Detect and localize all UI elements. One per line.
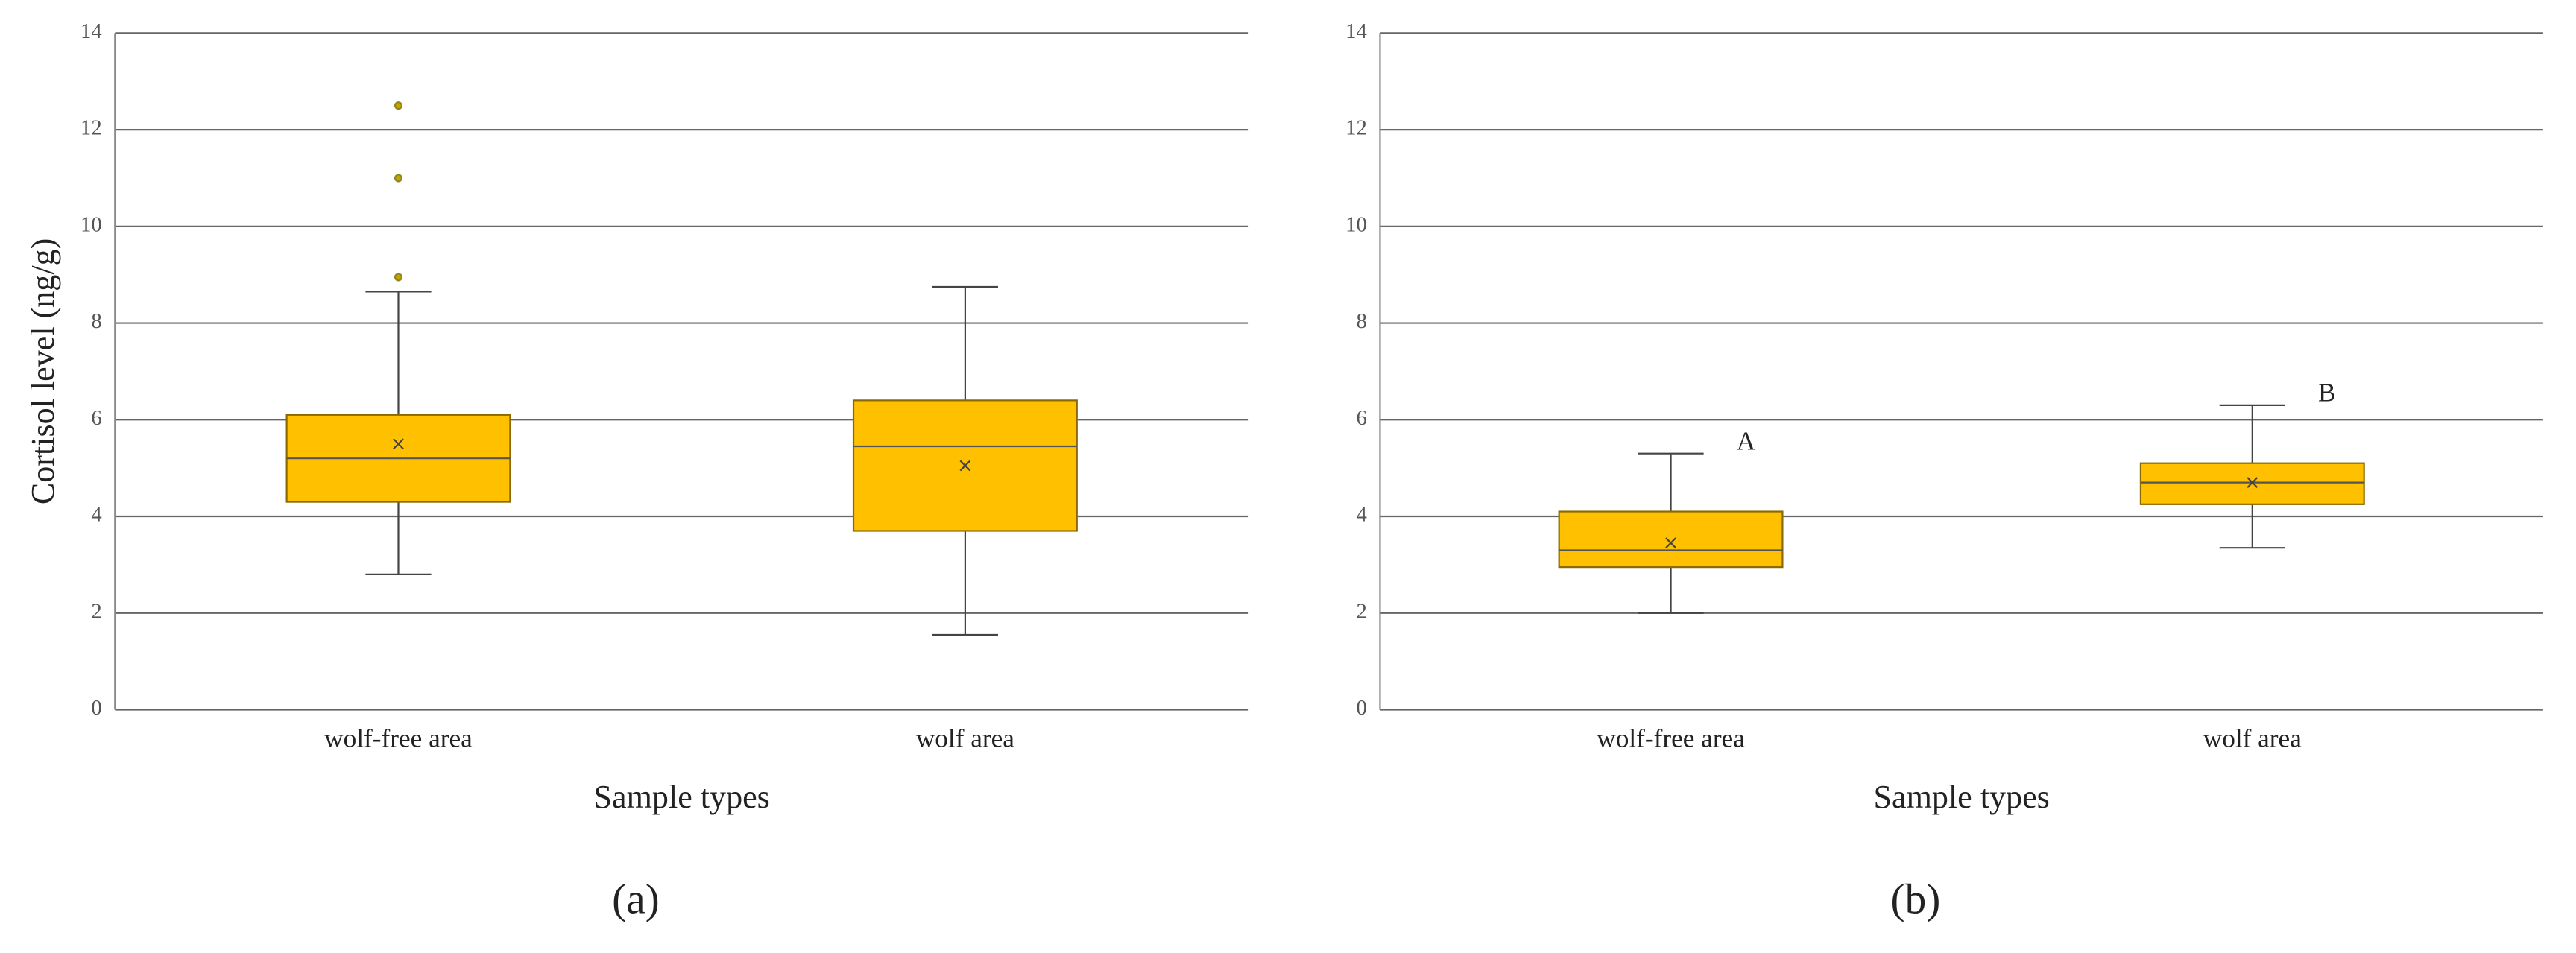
y-axis-label: Cortisol level (ng/g) — [25, 238, 61, 504]
y-tick-label: 6 — [91, 406, 101, 430]
y-tick-label: 8 — [91, 309, 101, 333]
x-tick-label: wolf-free area — [324, 724, 473, 753]
y-tick-label: 10 — [80, 212, 102, 236]
mean-marker — [1665, 537, 1676, 549]
mean-marker — [959, 460, 971, 472]
y-tick-label: 12 — [80, 116, 102, 140]
y-tick-label: 14 — [1345, 19, 1367, 43]
outlier — [394, 273, 402, 282]
mean-marker — [2247, 477, 2258, 489]
y-tick-label: 2 — [1356, 599, 1366, 623]
y-tick-label: 4 — [91, 503, 101, 527]
x-tick-label: wolf area — [2203, 724, 2302, 753]
y-tick-label: 6 — [1356, 406, 1366, 430]
outlier — [394, 174, 402, 183]
y-tick-label: 10 — [1345, 212, 1367, 236]
outlier — [394, 101, 402, 110]
annotation: A — [1737, 427, 1756, 456]
box — [1558, 510, 1784, 569]
annotation: B — [2318, 379, 2336, 408]
mean-marker — [393, 438, 404, 450]
y-tick-label: 14 — [80, 19, 102, 43]
y-tick-label: 0 — [1356, 696, 1366, 720]
panel-label: (b) — [1891, 876, 1941, 923]
x-tick-label: wolf area — [916, 724, 1014, 753]
panel-label: (a) — [612, 876, 660, 923]
y-tick-label: 0 — [91, 696, 101, 720]
x-axis-label: Sample types — [1874, 779, 2050, 815]
x-tick-label: wolf-free area — [1597, 724, 1745, 753]
y-tick-label: 4 — [1356, 503, 1366, 527]
y-tick-label: 2 — [91, 599, 101, 623]
y-tick-label: 8 — [1356, 309, 1366, 333]
x-axis-label: Sample types — [594, 779, 770, 815]
box — [2139, 462, 2365, 505]
y-tick-label: 12 — [1345, 116, 1367, 140]
